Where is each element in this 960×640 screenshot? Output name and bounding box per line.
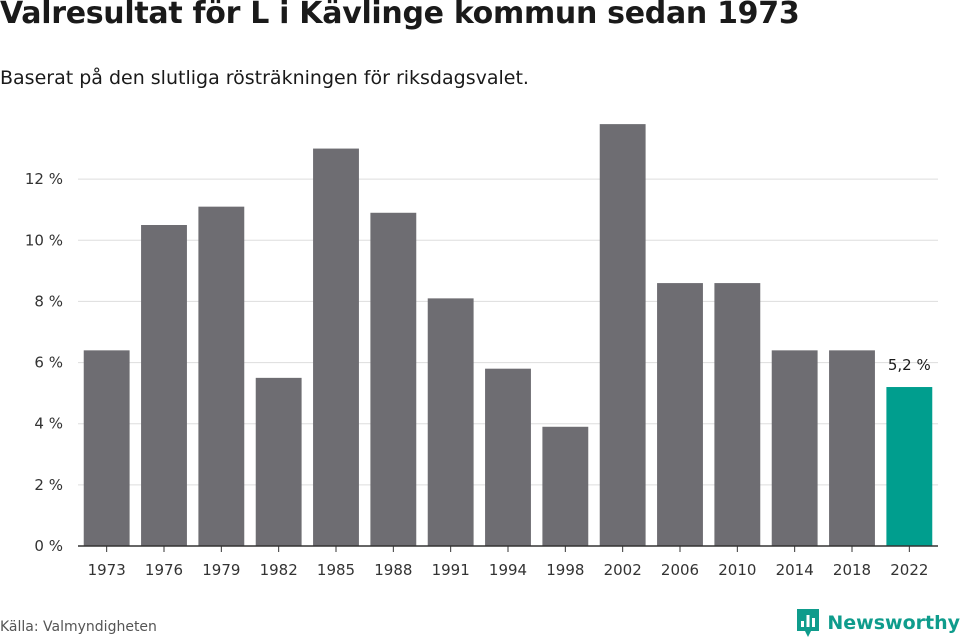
x-tick-label: 2018 <box>833 561 871 579</box>
y-tick-label: 0 % <box>34 537 63 555</box>
bar-1976 <box>141 225 187 546</box>
x-tick-label: 2006 <box>661 561 699 579</box>
y-tick-label: 6 % <box>34 354 63 372</box>
newsworthy-logo-icon <box>797 609 820 637</box>
bar-1998 <box>542 426 589 546</box>
x-tick-label: 1976 <box>145 561 183 579</box>
bar-chart: 0 % 2 % 4 % 6 % 8 % 10 % 12 % 1973 1976 1979 1982 1… <box>25 124 938 579</box>
x-tick-label: 1994 <box>489 561 527 579</box>
x-tick-label: 2010 <box>718 561 756 579</box>
bar-1991 <box>427 298 474 546</box>
brand-name: Newsworthy <box>827 612 960 634</box>
bar-1973 <box>83 350 130 546</box>
x-tick-label: 1973 <box>88 561 126 579</box>
x-tick-label: 1985 <box>317 561 355 579</box>
bar-2022 <box>886 387 933 546</box>
bar-1979 <box>198 206 245 546</box>
bar-2018 <box>829 350 875 546</box>
y-tick-label: 2 % <box>34 476 63 494</box>
x-tick-label: 1998 <box>546 561 584 579</box>
x-tick-label: 1982 <box>260 561 298 579</box>
source-note: Källa: Valmyndigheten <box>0 619 157 635</box>
y-tick-label: 8 % <box>34 292 63 310</box>
labels: 0 % 2 % 4 % 6 % 8 % 10 % 12 % 1973 1976 1979 1982 1… <box>25 170 931 579</box>
bar-2006 <box>657 283 703 546</box>
x-tick-label: 2002 <box>604 561 642 579</box>
data-label: 5,2 % <box>888 356 931 374</box>
y-tick-label: 4 % <box>34 415 63 433</box>
x-tick-label: 1979 <box>202 561 240 579</box>
bar-2014 <box>771 350 818 546</box>
bar-1994 <box>485 368 531 546</box>
bar-1985 <box>313 148 359 547</box>
bars <box>83 124 933 547</box>
chart-subtitle: Baserat på den slutliga rösträkningen fö… <box>0 67 529 89</box>
bar-2010 <box>714 283 761 546</box>
x-tick-label: 1988 <box>374 561 412 579</box>
bar-1988 <box>370 212 417 546</box>
brand[interactable]: Newsworthy <box>795 607 960 639</box>
y-tick-label: 10 % <box>25 231 63 249</box>
bar-2002 <box>599 124 646 546</box>
x-tick-label: 2022 <box>890 561 928 579</box>
axes <box>78 545 938 552</box>
bar-1982 <box>255 377 302 546</box>
x-tick-label: 1991 <box>432 561 470 579</box>
chart-title: Valresultat för L i Kävlinge kommun seda… <box>0 0 800 31</box>
y-tick-label: 12 % <box>25 170 63 188</box>
x-tick-label: 2014 <box>776 561 814 579</box>
